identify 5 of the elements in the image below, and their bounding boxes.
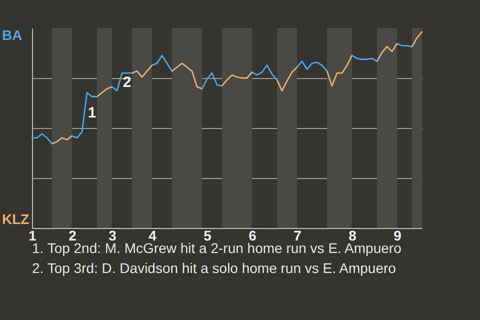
text: BA bbox=[2, 27, 22, 43]
text: 2. Top 3rd: D. Davidson hit a solo home run vs E. Ampuero bbox=[32, 259, 397, 278]
annotation: 1 bbox=[88, 104, 96, 122]
text: KLZ bbox=[2, 211, 30, 227]
annotation: 2 bbox=[122, 74, 132, 91]
